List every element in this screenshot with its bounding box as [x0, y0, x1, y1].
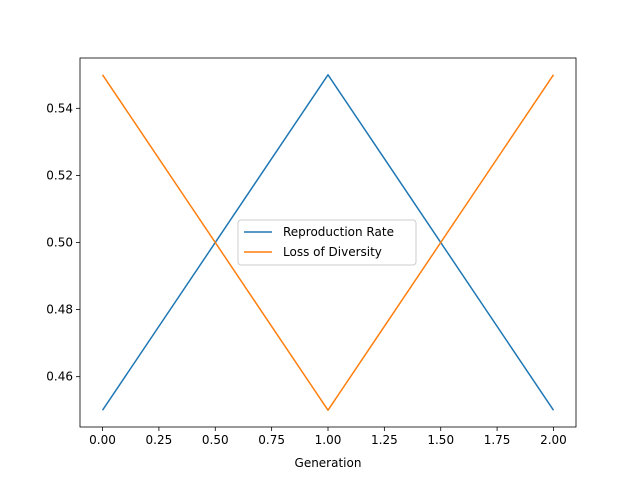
- series-line-1: [101, 74, 555, 411]
- y-tick-label: 0.46: [46, 370, 73, 384]
- y-tick-label: 0.50: [46, 236, 73, 250]
- legend-label-0: Reproduction Rate: [283, 225, 394, 239]
- legend: Reproduction Rate Loss of Diversity: [237, 219, 417, 266]
- y-tick-label: 0.52: [46, 168, 73, 182]
- x-tick-label: 1.25: [371, 433, 398, 447]
- x-axis: 0.00 0.25 0.50 0.75 1.00 1.25 1.50 1.75 2.00: [89, 427, 567, 447]
- y-axis: 0.46 0.48 0.50 0.52 0.54: [46, 101, 80, 384]
- legend-label-1: Loss of Diversity: [283, 245, 382, 259]
- x-tick-label: 1.00: [315, 433, 342, 447]
- y-tick-label: 0.54: [46, 101, 73, 115]
- series-layer: [101, 74, 555, 411]
- x-tick-label: 0.25: [146, 433, 173, 447]
- series-line-0: [101, 74, 555, 411]
- x-tick-label: 1.50: [427, 433, 454, 447]
- y-tick-label: 0.48: [46, 303, 73, 317]
- x-tick-label: 0.50: [202, 433, 229, 447]
- legend-box: [237, 219, 417, 266]
- x-tick-label: 0.00: [89, 433, 116, 447]
- x-axis-label: Generation: [295, 456, 362, 470]
- x-tick-label: 2.00: [540, 433, 567, 447]
- x-tick-label: 1.75: [484, 433, 511, 447]
- x-tick-label: 0.75: [258, 433, 285, 447]
